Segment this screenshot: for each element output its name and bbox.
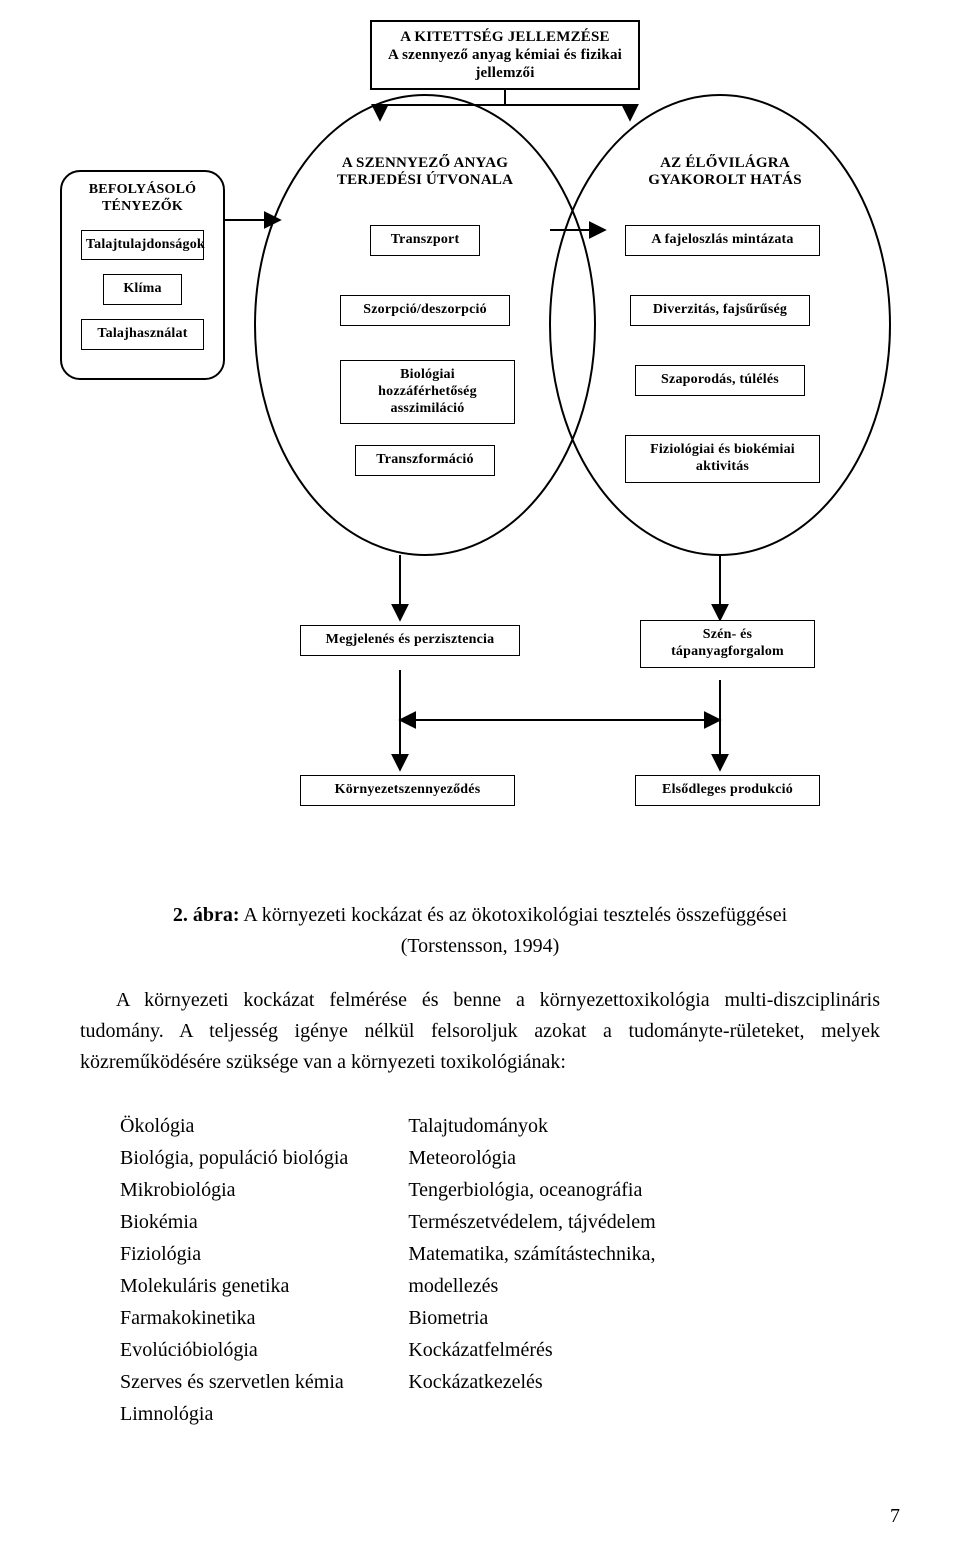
col-right: Talajtudományok Meteorológia Tengerbioló… [408, 1110, 655, 1430]
caption-line2: (Torstensson, 1994) [401, 935, 560, 957]
list-item: Talajtudományok [408, 1110, 655, 1142]
right-ellipse-title: AZ ÉLŐVILÁGRA GYAKOROLT HATÁS [630, 155, 820, 189]
discipline-columns: Ökológia Biológia, populáció biológia Mi… [120, 1110, 880, 1430]
bottom2-left: Környezetszennyeződés [300, 775, 515, 806]
top-box: A KITETTSÉG JELLEMZÉSE A szennyező anyag… [370, 20, 640, 90]
left-item-2: Biológiai hozzáférhetőség asszimiláció [340, 360, 515, 424]
caption-prefix: 2. ábra: [173, 904, 240, 926]
factor-item-1: Klíma [103, 274, 183, 305]
list-item: Kockázatfelmérés [408, 1334, 655, 1366]
list-item: Tengerbiológia, oceanográfia [408, 1174, 655, 1206]
top-box-sub1: A szennyező anyag kémiai és fizikai [388, 46, 622, 64]
factor-item-2: Talajhasználat [81, 319, 204, 350]
list-item: Mikrobiológia [120, 1174, 348, 1206]
body-paragraph: A környezeti kockázat felmérése és benne… [80, 985, 880, 1078]
list-item: Molekuláris genetika [120, 1270, 348, 1302]
bottom1-right: Szén- és tápanyagforgalom [640, 620, 815, 668]
left-ellipse-title: A SZENNYEZŐ ANYAG TERJEDÉSI ÚTVONALA [330, 155, 520, 189]
list-item: Biológia, populáció biológia [120, 1142, 348, 1174]
left-item-3: Transzformáció [355, 445, 495, 476]
list-item: Matematika, számítástechnika, [408, 1238, 655, 1270]
list-item: Biokémia [120, 1206, 348, 1238]
list-item: modellezés [408, 1270, 655, 1302]
right-item-2: Szaporodás, túlélés [635, 365, 805, 396]
factors-panel: BEFOLYÁSOLÓ TÉNYEZŐK Talajtulajdonságok … [60, 170, 225, 380]
top-box-sub2: jellemzői [475, 64, 534, 82]
right-item-3: Fiziológiai és biokémiai aktivitás [625, 435, 820, 483]
left-item-1: Szorpció/deszorpció [340, 295, 510, 326]
bottom2-right: Elsődleges produkció [635, 775, 820, 806]
page: A KITETTSÉG JELLEMZÉSE A szennyező anyag… [0, 0, 960, 1548]
list-item: Limnológia [120, 1398, 348, 1430]
list-item: Kockázatkezelés [408, 1366, 655, 1398]
list-item: Fiziológia [120, 1238, 348, 1270]
page-number: 7 [890, 1505, 900, 1528]
figure-caption: 2. ábra: A környezeti kockázat és az öko… [80, 900, 880, 962]
left-item-0: Transzport [370, 225, 480, 256]
list-item: Szerves és szervetlen kémia [120, 1366, 348, 1398]
right-item-1: Diverzitás, fajsűrűség [630, 295, 810, 326]
bottom1-left: Megjelenés és perzisztencia [300, 625, 520, 656]
caption-rest: A környezeti kockázat és az ökotoxikológ… [240, 904, 788, 926]
list-item: Evolúcióbiológia [120, 1334, 348, 1366]
list-item: Biometria [408, 1302, 655, 1334]
factors-title: BEFOLYÁSOLÓ TÉNYEZŐK [70, 182, 215, 216]
list-item: Meteorológia [408, 1142, 655, 1174]
col-left: Ökológia Biológia, populáció biológia Mi… [120, 1110, 348, 1430]
right-item-0: A fajeloszlás mintázata [625, 225, 820, 256]
list-item: Természetvédelem, tájvédelem [408, 1206, 655, 1238]
factor-item-0: Talajtulajdonságok [81, 230, 204, 261]
list-item: Farmakokinetika [120, 1302, 348, 1334]
list-item: Ökológia [120, 1110, 348, 1142]
top-box-title: A KITETTSÉG JELLEMZÉSE [400, 28, 609, 46]
